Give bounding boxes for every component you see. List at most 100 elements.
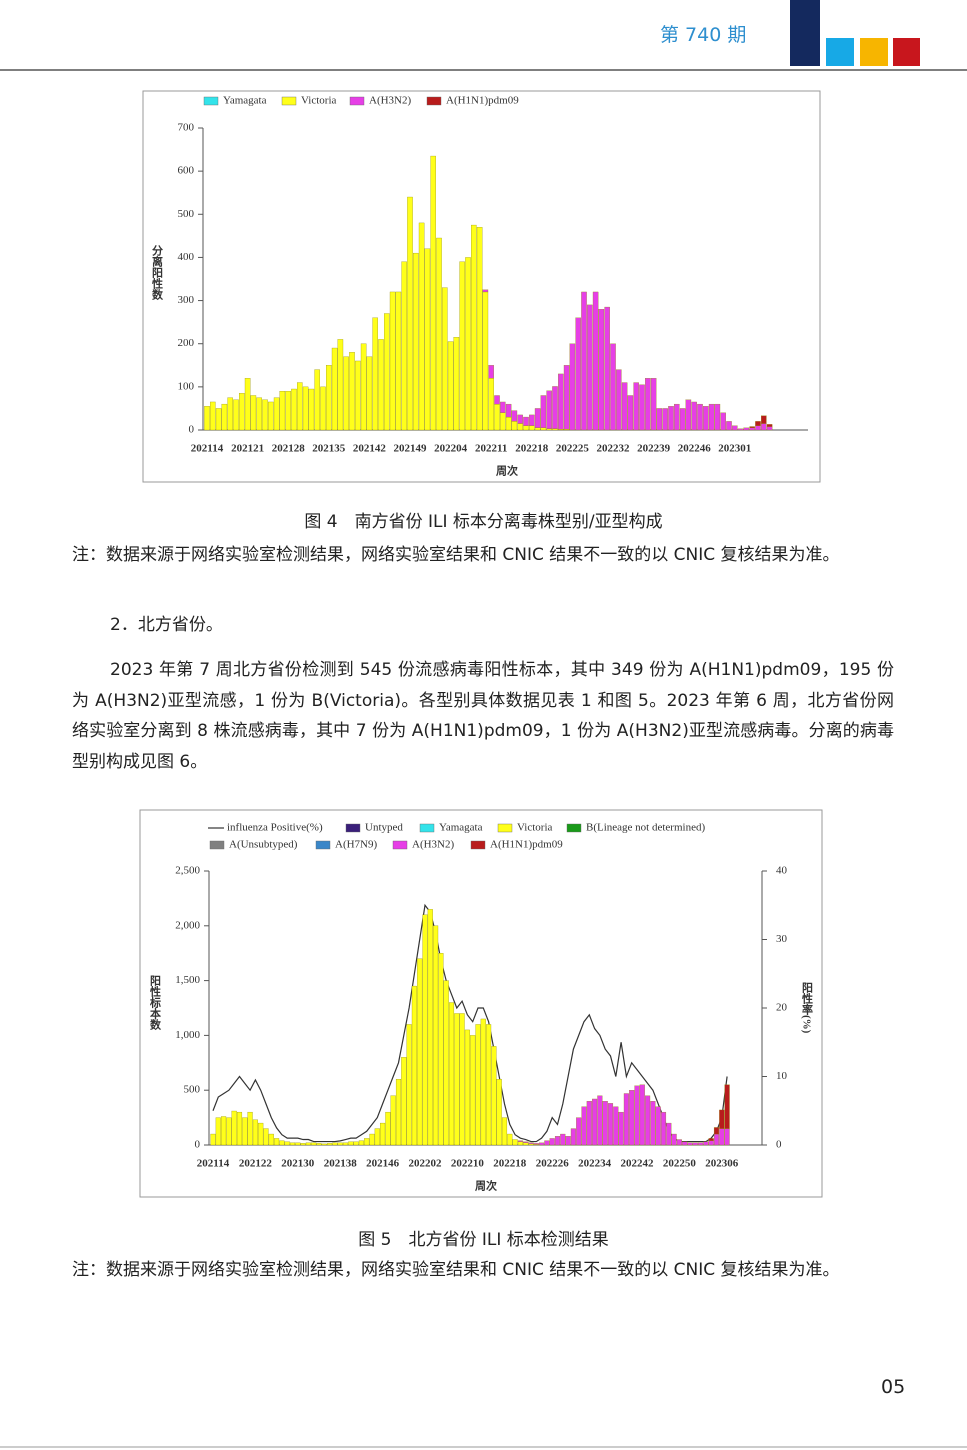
bar — [417, 958, 423, 1146]
y-axis-title: 阳性标本数 — [148, 974, 162, 1031]
bar — [447, 341, 454, 431]
bar — [221, 403, 228, 431]
x-tick-label: 202246 — [678, 443, 712, 455]
bar — [656, 408, 663, 431]
bar — [231, 1110, 237, 1146]
bar — [645, 378, 651, 431]
legend-swatch — [392, 840, 408, 850]
bar — [755, 421, 761, 426]
bar — [326, 365, 332, 431]
bar — [674, 403, 680, 431]
bar — [517, 414, 523, 424]
bar — [534, 427, 541, 431]
bar — [424, 248, 431, 431]
y-tick-label: 0 — [189, 424, 195, 436]
bar — [494, 403, 500, 431]
bar — [358, 1140, 364, 1146]
bar — [297, 382, 303, 431]
bar — [302, 386, 309, 431]
bar — [427, 909, 433, 1146]
bar — [256, 397, 262, 431]
bar — [500, 401, 506, 413]
bar — [321, 1143, 327, 1146]
bar — [471, 224, 477, 431]
bar — [459, 1013, 465, 1146]
bar — [476, 227, 483, 431]
x-tick-label: 202218 — [515, 443, 549, 455]
bar — [505, 416, 512, 431]
legend-label: Victoria — [301, 95, 336, 107]
bar — [204, 406, 210, 431]
bar — [236, 1111, 243, 1146]
bar — [743, 427, 750, 431]
x-tick-label: 202234 — [578, 1158, 612, 1170]
bar — [349, 352, 355, 431]
bar — [565, 1136, 571, 1146]
bar — [279, 1140, 285, 1146]
bar — [719, 1109, 725, 1129]
x-tick-label: 202225 — [556, 443, 590, 455]
bar — [442, 287, 448, 431]
bar — [210, 401, 216, 431]
bar — [708, 403, 715, 431]
bar — [732, 425, 738, 431]
bar — [401, 1057, 407, 1146]
bar — [533, 1143, 539, 1145]
bar — [713, 1127, 720, 1135]
bar — [692, 1142, 698, 1146]
bar — [369, 1133, 375, 1146]
x-tick-label: 202146 — [366, 1158, 400, 1170]
bar — [389, 291, 396, 431]
x-tick-label: 202239 — [637, 443, 671, 455]
bar — [418, 222, 425, 431]
bar — [623, 1093, 629, 1146]
x-tick-label: 202202 — [409, 1158, 443, 1170]
bar — [616, 369, 622, 431]
legend-swatch — [209, 840, 225, 850]
y-tick-label: 700 — [178, 122, 195, 134]
y2-axis-title: 阳性率(%) — [800, 981, 813, 1034]
y2-tick-label: 10 — [776, 1070, 788, 1082]
bar — [443, 980, 449, 1146]
bar — [581, 291, 587, 431]
bar — [576, 1117, 582, 1146]
x-tick-label: 202226 — [536, 1158, 570, 1170]
x-tick-label: 202135 — [312, 443, 346, 455]
y-tick-label: 200 — [178, 337, 195, 349]
bar — [629, 1090, 635, 1146]
legend-label: Yamagata — [223, 95, 267, 107]
bar — [337, 1142, 343, 1146]
bar — [385, 1111, 391, 1146]
bar — [650, 378, 657, 431]
y2-tick-label: 20 — [776, 1002, 788, 1014]
bar — [464, 1029, 470, 1146]
x-tick-label: 202130 — [281, 1158, 315, 1170]
paragraph: 2023 年第 7 周北方省份检测到 545 份流感病毒阳性标本，其中 349 … — [72, 660, 894, 772]
legend-label: Victoria — [517, 822, 552, 834]
bar — [613, 1106, 619, 1146]
bar — [395, 1079, 402, 1146]
bar — [250, 395, 257, 431]
bar — [761, 423, 767, 431]
bar — [320, 386, 326, 431]
x-tick-label: 202121 — [231, 443, 264, 455]
bar — [687, 1142, 693, 1146]
bar — [546, 428, 552, 431]
bar — [708, 1140, 714, 1146]
bar — [233, 399, 239, 431]
bar — [263, 1128, 269, 1146]
bar — [528, 1142, 534, 1145]
bar — [390, 1095, 396, 1146]
bar — [353, 1141, 359, 1146]
bar — [448, 1002, 455, 1146]
bar — [697, 403, 703, 431]
y-axis-title: 分离阳性数 — [150, 244, 163, 301]
bar — [634, 1085, 640, 1146]
header-block — [826, 38, 854, 66]
legend-swatch — [426, 96, 442, 106]
y-tick-label: 0 — [195, 1139, 201, 1151]
bar — [337, 339, 344, 431]
issue-number: 第 740 期 — [660, 24, 747, 46]
